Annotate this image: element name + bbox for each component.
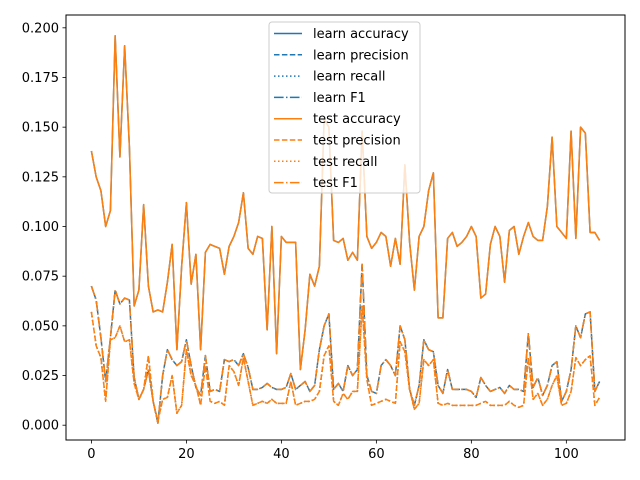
legend-label: test F1 bbox=[313, 176, 358, 191]
y-tick-label: 0.000 bbox=[22, 419, 59, 434]
y-tick-label: 0.050 bbox=[22, 319, 59, 334]
x-tick-label: 100 bbox=[554, 447, 579, 462]
y-tick-label: 0.075 bbox=[22, 270, 59, 285]
legend-label: learn accuracy bbox=[313, 27, 409, 42]
legend-label: test precision bbox=[313, 134, 401, 149]
x-axis: 0 20 40 60 80 100 bbox=[87, 440, 579, 462]
legend-label: learn recall bbox=[313, 70, 385, 85]
legend-label: learn precision bbox=[313, 48, 409, 63]
legend: learn accuracy learn precision learn recal… bbox=[268, 21, 421, 194]
x-tick-label: 40 bbox=[273, 447, 290, 462]
series-layer bbox=[90, 35, 601, 424]
y-tick-label: 0.125 bbox=[22, 170, 59, 185]
legend-box bbox=[268, 21, 421, 194]
x-tick-label: 20 bbox=[178, 447, 195, 462]
y-tick-label: 0.150 bbox=[22, 121, 59, 136]
x-tick-label: 60 bbox=[368, 447, 385, 462]
y-tick-label: 0.200 bbox=[22, 21, 59, 36]
series-line-test-f1 bbox=[90, 263, 601, 424]
y-tick-label: 0.025 bbox=[22, 369, 59, 384]
y-tick-label: 0.175 bbox=[22, 71, 59, 86]
series-line-test-accuracy bbox=[90, 35, 601, 371]
x-tick-label: 0 bbox=[87, 447, 95, 462]
y-axis: 0.000 0.025 0.050 0.075 0.100 0.125 0.150 0.175… bbox=[22, 21, 66, 434]
legend-label: test accuracy bbox=[313, 112, 401, 127]
legend-label: learn F1 bbox=[313, 91, 366, 106]
legend-label: test recall bbox=[313, 155, 378, 170]
plot-frame bbox=[65, 14, 626, 441]
x-tick-label: 80 bbox=[463, 447, 480, 462]
series-line-test-recall bbox=[90, 305, 601, 422]
y-tick-label: 0.100 bbox=[22, 220, 59, 235]
